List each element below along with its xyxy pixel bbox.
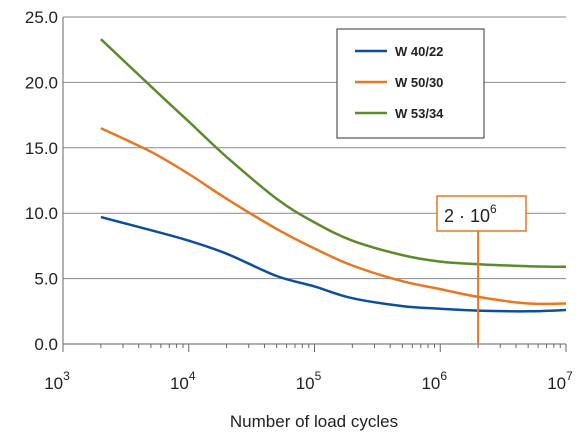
series-lines (100, 38, 567, 313)
annotation-label: 2 · 106 (444, 202, 497, 226)
annotation-box (436, 195, 527, 232)
series-line (100, 215, 567, 313)
series-line (100, 38, 567, 269)
legend-label: W 53/34 (395, 106, 444, 121)
grid-lines (62, 16, 566, 345)
annotation: 2 · 106 (436, 195, 527, 344)
x-axis-ticks: 103 104 105 106 107 (44, 344, 573, 393)
y-tick-label: 25.0 (25, 8, 58, 27)
legend-label: W 50/30 (395, 75, 443, 90)
y-tick-label: 10.0 (25, 204, 58, 223)
legend-box (336, 28, 485, 139)
legend-label: W 40/22 (395, 44, 443, 59)
y-tick-label: 0.0 (34, 335, 58, 354)
y-axis-ticks: 0.0 5.0 10.0 15.0 20.0 25.0 (25, 8, 58, 354)
x-tick-label: 104 (170, 369, 196, 393)
x-tick-label: 107 (547, 369, 573, 393)
series-line (100, 127, 567, 306)
legend: W 40/22 W 50/30 W 53/34 (336, 28, 485, 139)
x-axis-label: Number of load cycles (230, 412, 398, 431)
x-tick-label: 105 (296, 369, 322, 393)
y-tick-label: 15.0 (25, 139, 58, 158)
x-tick-label: 103 (44, 369, 70, 393)
x-tick-label: 106 (421, 369, 447, 393)
y-tick-label: 20.0 (25, 73, 58, 92)
y-tick-label: 5.0 (34, 270, 58, 289)
